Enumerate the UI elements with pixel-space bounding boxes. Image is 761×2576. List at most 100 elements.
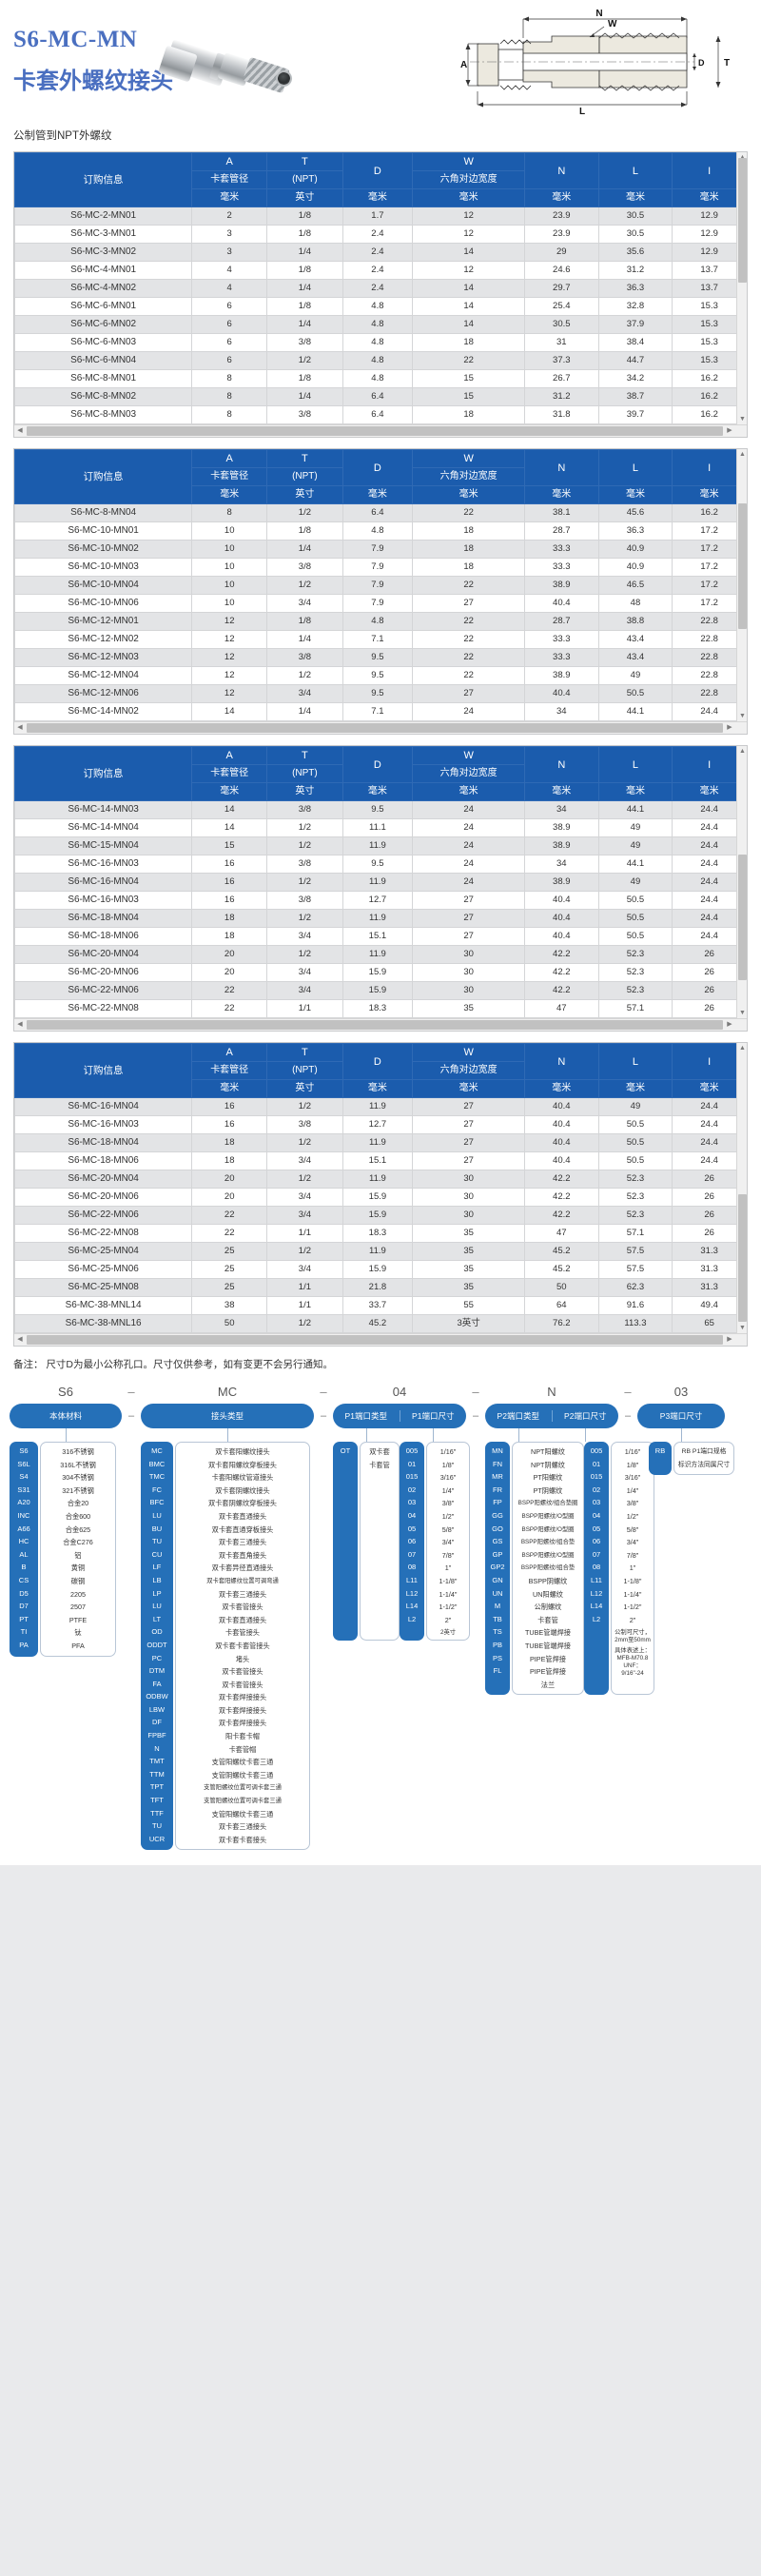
- scroll-left-icon[interactable]: ◀: [17, 1336, 23, 1343]
- builder-option-code[interactable]: GG: [492, 1510, 503, 1520]
- scroll-right-icon[interactable]: ▶: [727, 1021, 732, 1028]
- spec-table-viewport[interactable]: 订购信息 A T D W N L I 卡套管径 (NPT) 六角对边宽度 毫米 英寸 毫米 毫米 毫米 毫米 毫米…: [14, 449, 747, 721]
- builder-option-code[interactable]: GO: [492, 1524, 503, 1533]
- builder-option-code[interactable]: ODBW: [146, 1692, 168, 1701]
- table-row[interactable]: S6-MC-6-MN03 6 3/8 4.8 18 31 38.4 15.3: [14, 333, 747, 352]
- scroll-down-icon[interactable]: ▼: [739, 713, 746, 719]
- scroll-right-icon[interactable]: ▶: [727, 1336, 732, 1343]
- builder-option-code[interactable]: LF: [152, 1563, 162, 1572]
- table-row[interactable]: S6-MC-16-MN04 16 1/2 11.9 27 40.4 49 24.4: [14, 1097, 747, 1116]
- builder-option-code[interactable]: 04: [407, 1510, 417, 1520]
- builder-option-code[interactable]: 02: [407, 1485, 417, 1494]
- builder-option-code[interactable]: GP2: [490, 1563, 505, 1572]
- horizontal-scrollbar[interactable]: ◀ ▶: [14, 1018, 747, 1031]
- builder-option-code[interactable]: 08: [407, 1563, 417, 1572]
- table-row[interactable]: S6-MC-14-MN03 14 3/8 9.5 24 34 44.1 24.4: [14, 800, 747, 819]
- builder-option-code[interactable]: S31: [17, 1485, 30, 1494]
- vertical-scrollbar[interactable]: ▲▼: [736, 449, 747, 721]
- builder-option-code[interactable]: TMC: [148, 1472, 166, 1482]
- builder-option-code[interactable]: FR: [493, 1485, 502, 1494]
- scroll-down-icon[interactable]: ▼: [739, 1010, 746, 1016]
- table-row[interactable]: S6-MC-10-MN06 10 3/4 7.9 27 40.4 48 17.2: [14, 594, 747, 613]
- table-row[interactable]: S6-MC-6-MN01 6 1/8 4.8 14 25.4 32.8 15.3: [14, 297, 747, 316]
- table-row[interactable]: S6-MC-4-MN01 4 1/8 2.4 12 24.6 31.2 13.7: [14, 261, 747, 280]
- builder-option-code[interactable]: L14: [405, 1602, 419, 1611]
- builder-option-code[interactable]: GS: [492, 1537, 503, 1546]
- spec-table-viewport[interactable]: 订购信息 A T D W N L I 卡套管径 (NPT) 六角对边宽度 毫米 英寸 毫米 毫米 毫米 毫米 毫米…: [14, 152, 747, 424]
- table-row[interactable]: S6-MC-20-MN06 20 3/4 15.9 30 42.2 52.3 26: [14, 963, 747, 982]
- builder-option-code[interactable]: S6: [19, 1446, 29, 1455]
- builder-option-code[interactable]: GP: [492, 1549, 503, 1559]
- scroll-up-icon[interactable]: ▲: [737, 152, 747, 163]
- builder-group-pill[interactable]: 本体材料: [10, 1404, 122, 1428]
- builder-option-code[interactable]: PB: [492, 1640, 502, 1649]
- builder-option-code[interactable]: PS: [492, 1653, 502, 1662]
- table-row[interactable]: S6-MC-10-MN02 10 1/4 7.9 18 33.3 40.9 17.2: [14, 540, 747, 559]
- table-row[interactable]: S6-MC-3-MN02 3 1/4 2.4 14 29 35.6 12.9: [14, 243, 747, 262]
- builder-option-code[interactable]: TI: [20, 1627, 28, 1637]
- vertical-scrollbar[interactable]: ▲▼: [736, 152, 747, 424]
- builder-option-code[interactable]: TU: [152, 1537, 162, 1546]
- table-row[interactable]: S6-MC-10-MN03 10 3/8 7.9 18 33.3 40.9 17.2: [14, 558, 747, 577]
- builder-option-code[interactable]: TU: [152, 1821, 162, 1831]
- builder-option-code[interactable]: M: [494, 1602, 501, 1611]
- table-row[interactable]: S6-MC-18-MN06 18 3/4 15.1 27 40.4 50.5 24.4: [14, 1151, 747, 1170]
- builder-option-code[interactable]: HC: [18, 1537, 29, 1546]
- scrollbar-thumb[interactable]: [738, 1193, 747, 1322]
- table-row[interactable]: S6-MC-18-MN04 18 1/2 11.9 27 40.4 50.5 24.4: [14, 1133, 747, 1152]
- builder-option-code[interactable]: UN: [492, 1588, 503, 1598]
- builder-option-code[interactable]: LP: [152, 1588, 162, 1598]
- builder-option-code[interactable]: CS: [18, 1575, 29, 1584]
- table-row[interactable]: S6-MC-22-MN06 22 3/4 15.9 30 42.2 52.3 26: [14, 1206, 747, 1225]
- builder-option-code[interactable]: LU: [152, 1602, 162, 1611]
- table-row[interactable]: S6-MC-3-MN01 3 1/8 2.4 12 23.9 30.5 12.9: [14, 225, 747, 244]
- builder-option-code[interactable]: 06: [592, 1537, 601, 1546]
- table-row[interactable]: S6-MC-10-MN01 10 1/8 4.8 18 28.7 36.3 17.2: [14, 521, 747, 541]
- builder-option-code[interactable]: L12: [405, 1588, 419, 1598]
- builder-option-code[interactable]: FL: [493, 1666, 502, 1676]
- scrollbar-thumb[interactable]: [27, 723, 723, 733]
- table-row[interactable]: S6-MC-12-MN03 12 3/8 9.5 22 33.3 43.4 22.8: [14, 648, 747, 667]
- table-row[interactable]: S6-MC-8-MN02 8 1/4 6.4 15 31.2 38.7 16.2: [14, 387, 747, 406]
- builder-option-code[interactable]: TFT: [150, 1796, 164, 1805]
- scroll-up-icon[interactable]: ▲: [739, 451, 746, 458]
- builder-option-code[interactable]: B: [21, 1563, 27, 1572]
- builder-option-code[interactable]: CU: [151, 1549, 163, 1559]
- builder-option-code[interactable]: DF: [152, 1718, 162, 1727]
- table-row[interactable]: S6-MC-8-MN04 8 1/2 6.4 22 38.1 45.6 16.2: [14, 503, 747, 522]
- builder-option-code[interactable]: TMT: [149, 1757, 165, 1766]
- horizontal-scrollbar[interactable]: ◀ ▶: [14, 721, 747, 734]
- table-row[interactable]: S6-MC-12-MN02 12 1/4 7.1 22 33.3 43.4 22.8: [14, 630, 747, 649]
- table-row[interactable]: S6-MC-8-MN01 8 1/8 4.8 15 26.7 34.2 16.2: [14, 369, 747, 388]
- table-row[interactable]: S6-MC-25-MN06 25 3/4 15.9 35 45.2 57.5 31.3: [14, 1260, 747, 1279]
- spec-table-viewport[interactable]: 订购信息 A T D W N L I 卡套管径 (NPT) 六角对边宽度 毫米 英寸 毫米 毫米 毫米 毫米 毫米…: [14, 1043, 747, 1333]
- table-row[interactable]: S6-MC-18-MN04 18 1/2 11.9 27 40.4 50.5 24.4: [14, 909, 747, 928]
- horizontal-scrollbar[interactable]: ◀ ▶: [14, 1333, 747, 1346]
- builder-option-code[interactable]: L12: [590, 1588, 603, 1598]
- builder-option-code[interactable]: 015: [590, 1472, 603, 1482]
- builder-option-code[interactable]: L14: [590, 1602, 603, 1611]
- builder-option-code[interactable]: TTF: [150, 1808, 164, 1818]
- builder-option-code[interactable]: 05: [592, 1524, 601, 1533]
- scroll-left-icon[interactable]: ◀: [17, 724, 23, 731]
- horizontal-scrollbar[interactable]: ◀ ▶: [14, 424, 747, 437]
- table-row[interactable]: S6-MC-16-MN04 16 1/2 11.9 24 38.9 49 24.4: [14, 873, 747, 892]
- scroll-left-icon[interactable]: ◀: [17, 427, 23, 434]
- vertical-scrollbar[interactable]: ▲▼: [736, 1043, 747, 1333]
- builder-option-code[interactable]: 01: [407, 1459, 417, 1468]
- scroll-up-icon[interactable]: ▲: [739, 1045, 746, 1052]
- builder-option-code[interactable]: 02: [592, 1485, 601, 1494]
- table-row[interactable]: S6-MC-16-MN03 16 3/8 12.7 27 40.4 50.5 24.4: [14, 1115, 747, 1134]
- vertical-scrollbar[interactable]: ▲▼: [736, 746, 747, 1018]
- builder-option-code[interactable]: D7: [19, 1602, 29, 1611]
- table-row[interactable]: S6-MC-20-MN04 20 1/2 11.9 30 42.2 52.3 26: [14, 945, 747, 964]
- scroll-down-icon[interactable]: ▼: [739, 1325, 746, 1331]
- builder-option-code[interactable]: 04: [592, 1510, 601, 1520]
- scroll-right-icon[interactable]: ▶: [727, 427, 732, 434]
- scroll-up-icon[interactable]: ▲: [739, 748, 746, 755]
- builder-option-code[interactable]: LU: [152, 1510, 162, 1520]
- table-row[interactable]: S6-MC-38-MNL14 38 1/1 33.7 55 64 91.6 49.4: [14, 1296, 747, 1315]
- builder-option-code[interactable]: FA: [152, 1679, 162, 1688]
- builder-option-code[interactable]: MR: [492, 1472, 503, 1482]
- table-row[interactable]: S6-MC-20-MN04 20 1/2 11.9 30 42.2 52.3 26: [14, 1170, 747, 1189]
